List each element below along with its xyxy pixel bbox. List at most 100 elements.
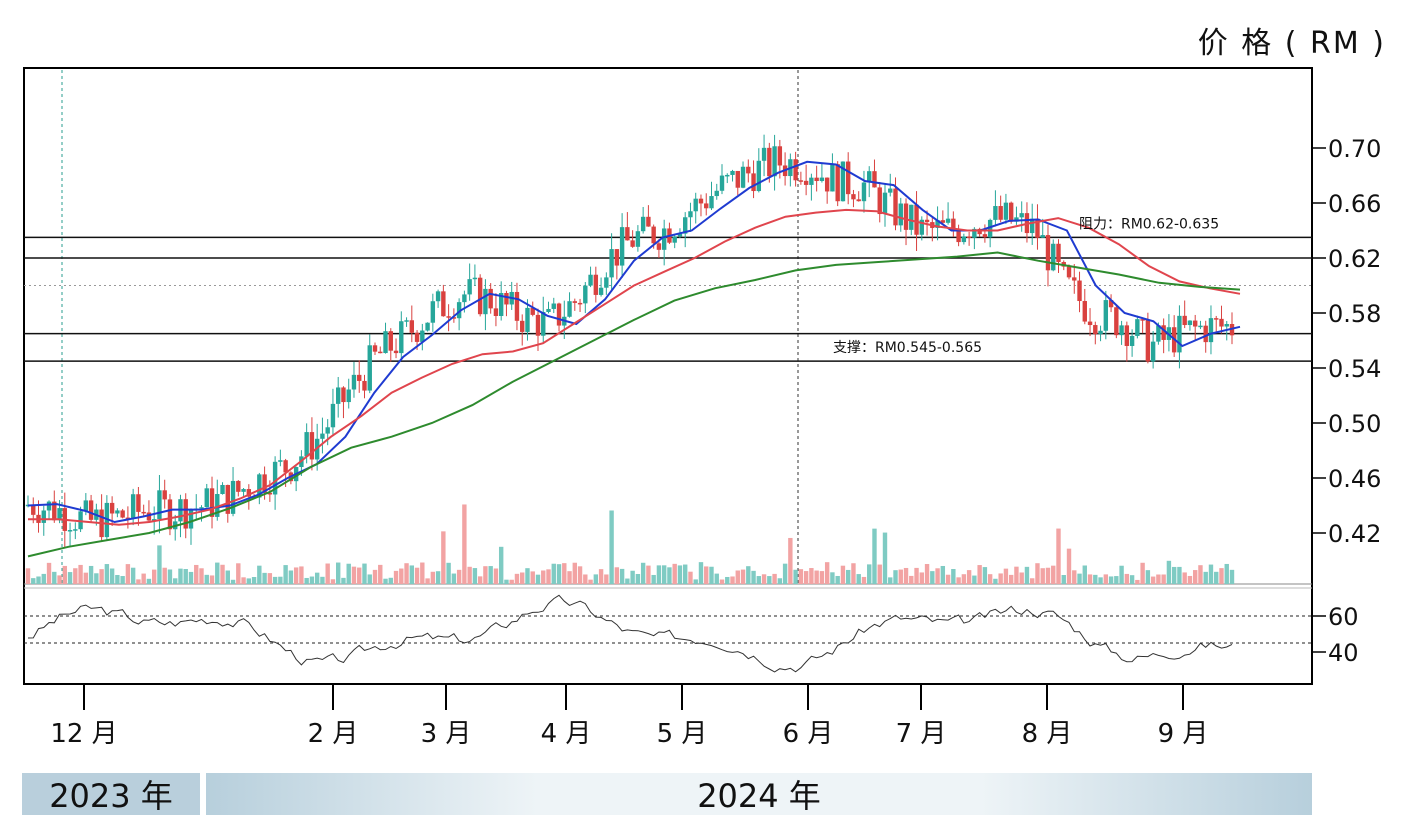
volume-bar: [861, 576, 867, 584]
volume-bar: [1182, 572, 1187, 584]
volume-bar: [609, 510, 614, 584]
volume-bar: [972, 575, 977, 584]
volume-bar: [31, 578, 36, 584]
volume-bar: [977, 565, 982, 584]
candle-body: [504, 292, 509, 305]
volume-bar: [404, 563, 409, 584]
month-label: 6 月: [783, 719, 834, 749]
candle-body: [125, 517, 131, 520]
candle-body: [546, 308, 551, 312]
volume-bar: [414, 567, 420, 584]
volume-bar: [341, 577, 346, 584]
volume-bar: [572, 562, 577, 584]
candle-body: [919, 219, 924, 235]
candle-body: [888, 188, 893, 193]
volume-bar: [204, 574, 209, 584]
volume-bar: [719, 579, 725, 584]
candle-body: [1192, 320, 1198, 327]
candle-body: [1219, 318, 1224, 327]
volume-bar: [877, 564, 882, 584]
candle-body: [619, 227, 625, 266]
volume-bar: [194, 564, 199, 584]
volume-bar: [640, 562, 646, 584]
candle-body: [362, 380, 367, 391]
volume-bar: [1145, 570, 1151, 584]
candle-body: [215, 494, 220, 517]
volume-bar: [898, 569, 903, 584]
rsi-tick-label: 60: [1328, 603, 1359, 631]
candle-body: [309, 432, 315, 460]
candle-body: [357, 374, 362, 381]
candle-body: [845, 161, 851, 195]
candle-body: [367, 345, 372, 391]
candle-body: [551, 303, 556, 309]
candle-body: [272, 461, 278, 495]
volume-bar: [362, 563, 367, 584]
volume-bar: [230, 579, 236, 584]
volume-bar: [1035, 563, 1040, 584]
candle-body: [388, 331, 393, 351]
volume-bar: [220, 564, 225, 584]
volume-bar: [1208, 564, 1214, 584]
volume-bar: [430, 571, 436, 584]
volume-bar: [882, 532, 888, 584]
volume-bar: [130, 567, 136, 584]
volume-bar: [78, 564, 83, 584]
candle-body: [146, 512, 152, 521]
candle-body: [414, 332, 420, 342]
candle-body: [830, 164, 835, 192]
volume-bar: [551, 563, 556, 584]
candle-body: [704, 203, 709, 209]
candle-body: [1108, 300, 1114, 308]
price-tick-label: 0.54: [1328, 355, 1381, 383]
volume-bar: [856, 574, 861, 584]
candle-body: [1098, 330, 1103, 335]
candle-body: [956, 230, 961, 243]
candle-body: [1087, 321, 1093, 326]
candle-body: [167, 499, 173, 530]
candle-body: [1077, 280, 1082, 302]
candle-body: [83, 500, 89, 512]
volume-bar: [924, 564, 930, 584]
volume-bar: [1166, 560, 1172, 584]
candle-body: [257, 474, 262, 498]
volume-bar: [1177, 566, 1182, 584]
candle-body: [914, 204, 919, 235]
volume-bar: [514, 573, 520, 584]
volume-bar: [598, 569, 604, 584]
volume-bar: [1030, 578, 1035, 584]
volume-bar: [746, 566, 751, 584]
volume-bar: [378, 564, 383, 584]
volume-bar: [909, 575, 914, 584]
candle-body: [399, 321, 404, 354]
candle-body: [304, 432, 309, 457]
volume-bar: [288, 570, 294, 584]
volume-bar: [41, 573, 46, 584]
volume-bar: [141, 573, 146, 584]
volume-bar: [183, 569, 188, 584]
volume-bar: [162, 567, 167, 584]
volume-bar: [1198, 565, 1203, 584]
volume-bar: [425, 578, 430, 584]
volume-bar: [46, 562, 52, 584]
volume-bar: [577, 566, 583, 584]
volume-bar: [309, 576, 315, 584]
volume-bar: [814, 570, 819, 584]
candle-body: [109, 502, 115, 514]
volume-bar: [336, 562, 341, 584]
volume-bar: [1072, 570, 1077, 584]
candle-body: [746, 166, 751, 174]
candle-body: [262, 474, 267, 493]
candle-body: [909, 204, 914, 230]
candle-body: [951, 218, 956, 231]
volume-bar: [635, 573, 641, 584]
candle-body: [588, 274, 593, 286]
volume-bar: [1140, 562, 1145, 584]
candle-body: [604, 277, 609, 288]
volume-bar: [1192, 570, 1198, 584]
volume-bar: [146, 578, 152, 584]
candle-body: [556, 303, 562, 326]
candle-body: [698, 198, 704, 204]
volume-bar: [788, 537, 793, 584]
candle-body: [945, 218, 951, 223]
